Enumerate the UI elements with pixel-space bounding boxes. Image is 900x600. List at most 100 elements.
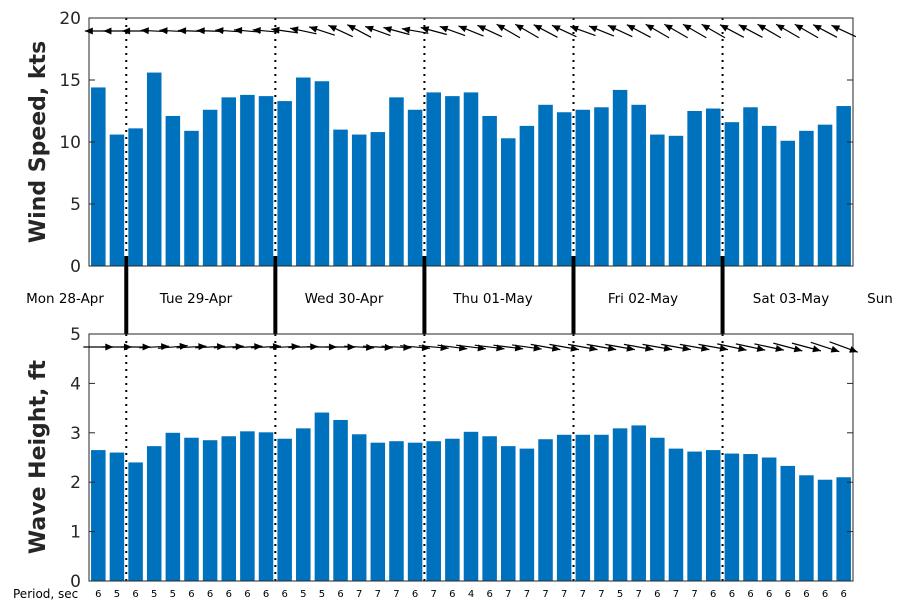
arrow-head xyxy=(757,24,767,32)
bar xyxy=(296,428,311,581)
arrow-head xyxy=(103,27,112,35)
arrow-head xyxy=(309,25,318,33)
period-value: 7 xyxy=(561,589,567,600)
arrow-head xyxy=(776,24,785,32)
bar xyxy=(184,130,199,266)
bar xyxy=(482,436,497,581)
period-value: 6 xyxy=(766,589,772,600)
direction-arrow xyxy=(812,24,838,38)
arrow-head xyxy=(347,24,356,32)
bar xyxy=(612,428,628,581)
direction-arrow xyxy=(829,341,858,353)
y-tick-label: 15 xyxy=(59,71,81,91)
bar xyxy=(594,434,609,581)
direction-arrow xyxy=(642,343,673,352)
bar xyxy=(761,457,777,581)
arrow-head xyxy=(420,26,430,33)
arrow-head xyxy=(233,27,243,35)
bar xyxy=(836,106,851,266)
period-value: 7 xyxy=(524,589,530,600)
bar xyxy=(705,450,721,581)
bar xyxy=(575,109,591,266)
direction-arrow xyxy=(735,343,766,352)
arrow-head xyxy=(383,26,393,33)
arrow-head xyxy=(271,26,280,34)
direction-arrow xyxy=(810,341,840,353)
period-value: 6 xyxy=(747,589,753,600)
arrow-head xyxy=(626,344,635,352)
direction-arrow xyxy=(458,25,484,37)
period-value: 7 xyxy=(598,589,604,600)
direction-arrow xyxy=(346,24,372,38)
bar xyxy=(426,441,441,581)
arrow-head xyxy=(196,27,205,35)
arrow-head xyxy=(328,25,338,32)
direction-arrow xyxy=(569,25,596,37)
bar xyxy=(333,129,348,266)
arrow-head xyxy=(775,345,784,352)
direction-arrow xyxy=(831,24,857,38)
arrow-head xyxy=(235,343,244,351)
arrow-head xyxy=(215,27,224,35)
direction-arrow xyxy=(289,26,317,35)
bar xyxy=(575,434,591,581)
arrow-head xyxy=(756,345,766,352)
arrow-head xyxy=(664,24,673,32)
bar xyxy=(426,92,441,267)
direction-arrow xyxy=(549,343,580,352)
direction-arrow xyxy=(773,342,803,353)
arrow-head xyxy=(794,24,804,32)
bar xyxy=(463,431,479,581)
arrow-head xyxy=(84,27,93,35)
direction-arrow xyxy=(344,343,375,351)
bar xyxy=(389,441,404,581)
bar xyxy=(556,112,572,267)
period-row: Period, sec 6 5 6 5 5 6 6 6 6 6 6 5 5 6 7 7 7 6 7 6 4 6 7 7 7 7 7 7 5… xyxy=(13,587,847,600)
bar xyxy=(556,434,572,581)
arrow-head xyxy=(366,343,375,351)
y-tick-label: 20 xyxy=(59,9,81,29)
bar xyxy=(128,462,143,581)
arrow-head xyxy=(140,27,149,35)
direction-arrow xyxy=(328,24,354,38)
bar xyxy=(519,125,535,266)
arrow-head xyxy=(830,345,840,353)
bar xyxy=(705,108,721,267)
arrow-head xyxy=(515,24,524,32)
direction-arrow xyxy=(308,25,335,36)
arrow-head xyxy=(198,343,207,351)
bar xyxy=(687,111,702,266)
y-axis-label: Wind Speed, kts xyxy=(26,41,51,243)
arrow-head xyxy=(589,344,598,352)
arrow-head xyxy=(588,25,598,33)
period-label: Period, sec xyxy=(13,587,78,600)
bar xyxy=(631,425,646,581)
bar xyxy=(240,94,255,266)
direction-arrow xyxy=(738,24,763,38)
arrow-head xyxy=(663,344,673,352)
arrow-head xyxy=(719,344,729,352)
bar xyxy=(258,96,274,267)
bar xyxy=(202,109,218,266)
direction-arrow xyxy=(195,343,226,351)
arrow-head xyxy=(290,26,299,34)
period-value: 7 xyxy=(375,589,381,600)
arrow-head xyxy=(700,344,710,352)
period-value: 6 xyxy=(281,589,287,600)
period-value: 7 xyxy=(393,589,399,600)
bar xyxy=(445,438,460,581)
period-value: 5 xyxy=(617,589,623,600)
arrow-head xyxy=(813,24,822,32)
arrow-head xyxy=(216,343,226,351)
bar xyxy=(314,81,330,267)
day-label: Mon 28-Apr xyxy=(26,291,104,307)
arrow-head xyxy=(812,345,821,353)
direction-arrow xyxy=(679,343,710,352)
bar xyxy=(538,104,553,266)
arrow-head xyxy=(179,342,188,350)
direction-arrow xyxy=(623,343,654,352)
bar xyxy=(445,96,460,267)
arrow-head xyxy=(849,346,858,353)
bar xyxy=(109,452,125,581)
period-value: 6 xyxy=(132,589,138,600)
